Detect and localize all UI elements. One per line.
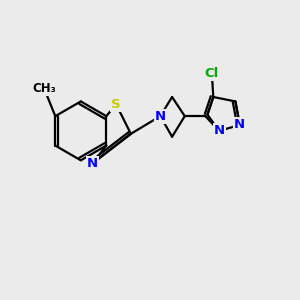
Text: N: N bbox=[87, 157, 98, 170]
Text: N: N bbox=[214, 124, 225, 137]
Text: Cl: Cl bbox=[205, 67, 219, 80]
Text: N: N bbox=[234, 118, 245, 131]
Text: N: N bbox=[155, 110, 166, 123]
Text: CH₃: CH₃ bbox=[32, 82, 56, 95]
Text: S: S bbox=[111, 98, 121, 111]
